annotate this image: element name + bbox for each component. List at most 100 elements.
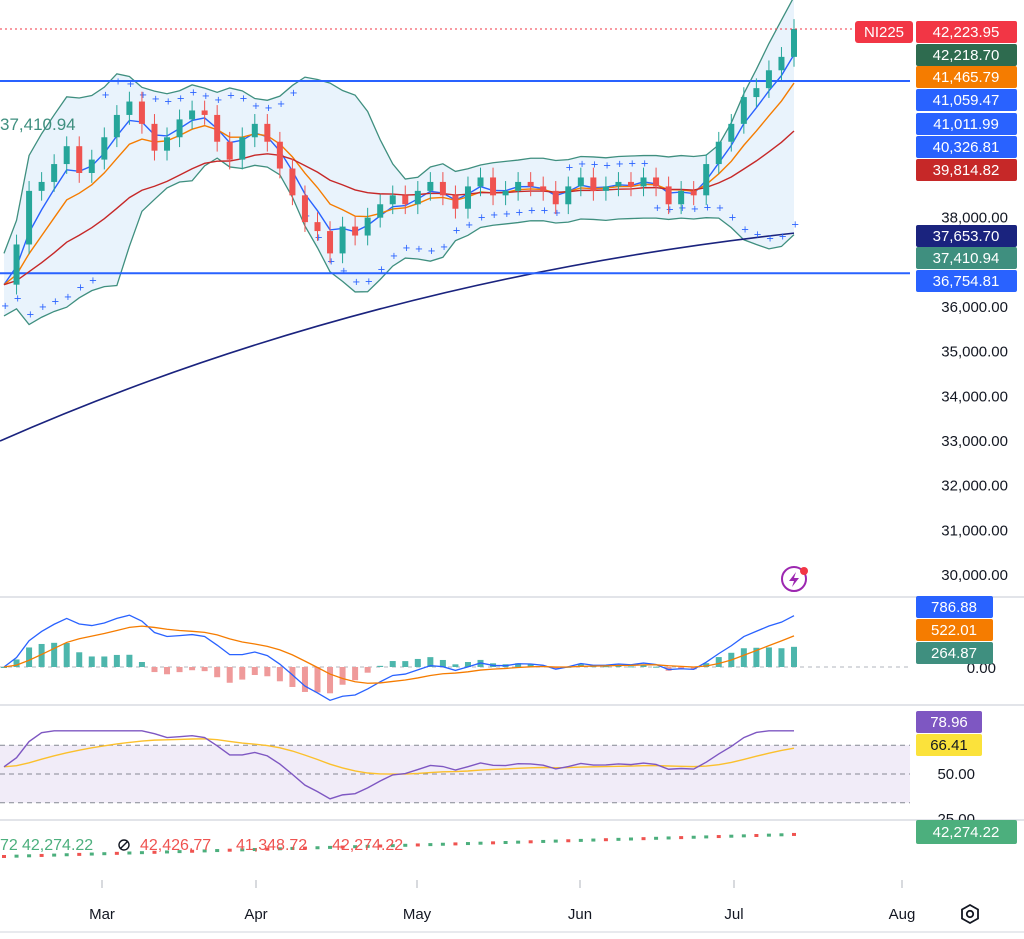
volume-mark — [628, 837, 633, 841]
volume-mark — [177, 850, 182, 854]
macd-hist-bar — [164, 667, 171, 675]
ohlc-legend: 72 42,274.22 42,426.77 41,348.72 42,274.… — [0, 837, 403, 854]
sar-dot: + — [503, 209, 511, 220]
candle-body — [201, 110, 208, 115]
macd-hist-bar — [176, 667, 183, 673]
macd-hist-bar — [151, 667, 158, 673]
macd-hist-bar — [552, 667, 559, 670]
candle-body — [439, 181, 446, 196]
time-axis: Mar Apr May Jun Jul Aug — [89, 880, 915, 923]
price-badge-text: 41,465.79 — [933, 69, 1000, 86]
volume-mark — [215, 849, 220, 853]
candle-body — [653, 177, 660, 187]
volume-mark — [553, 839, 558, 843]
lightning-icon[interactable] — [781, 566, 808, 592]
sar-dot: + — [402, 243, 410, 254]
volume-mark — [541, 839, 546, 843]
volume-mark — [516, 840, 521, 844]
candle-body — [101, 137, 108, 160]
macd-hist-bar — [577, 664, 584, 667]
macd-tick-label: 0.00 — [967, 660, 996, 677]
sar-dot: + — [553, 208, 561, 219]
sar-dot: + — [490, 210, 498, 221]
macd-badge-bg — [916, 642, 993, 664]
volume-mark — [403, 843, 408, 847]
sar-dot: + — [289, 88, 297, 99]
candle-body — [402, 195, 409, 205]
volume-mark — [227, 848, 232, 852]
price-badge-bg — [916, 225, 1017, 247]
macd-hist-bar — [38, 643, 45, 667]
volume-mark — [2, 855, 6, 858]
candle-body — [13, 244, 20, 285]
candle-body — [226, 141, 233, 160]
sar-dot: + — [114, 77, 122, 88]
macd-signal-line — [3, 625, 795, 684]
candle-body — [314, 222, 321, 232]
candle-body — [251, 123, 258, 138]
candle-body — [715, 141, 722, 165]
macd-hist-bar — [640, 665, 647, 667]
candle-body — [678, 190, 685, 205]
price-badge-text: 39,814.82 — [933, 162, 1000, 179]
macd-hist-bar — [63, 642, 70, 667]
candles — [13, 19, 797, 295]
sar-dot: + — [101, 90, 109, 101]
volume-pane: 42,274.22 — [2, 820, 1017, 858]
sar-dot: + — [478, 212, 486, 223]
rsi-badge-text: 78.96 — [930, 714, 968, 731]
volume-mark — [290, 846, 295, 850]
sar-dot: + — [390, 251, 398, 262]
price-tick-label: 32,000.00 — [941, 478, 1008, 495]
volume-mark — [165, 850, 170, 854]
sar-dot: + — [39, 302, 47, 313]
candle-body — [76, 146, 83, 173]
candle-body — [502, 190, 509, 196]
price-tick-label: 38,000.00 — [941, 210, 1008, 227]
candle-body — [138, 101, 145, 124]
volume-mark — [503, 841, 508, 844]
price-badge-bg — [916, 159, 1017, 181]
candle-body — [377, 204, 384, 218]
volume-mark — [390, 844, 395, 848]
candle-body — [301, 195, 308, 223]
price-badge-bg — [916, 66, 1017, 88]
sar-dot: + — [615, 159, 623, 170]
settings-gear-icon[interactable] — [961, 903, 979, 925]
parabolic-sar: + + + + + + + + + + + + + + + + + + + + + + + + + + + + + + + + + + + + + + + +… — [1, 77, 799, 321]
macd-hist-bar — [138, 662, 145, 667]
time-tick-label: Jul — [724, 906, 743, 923]
candle-body — [577, 177, 584, 187]
sar-dot: + — [51, 296, 59, 307]
sar-dot: + — [666, 204, 674, 215]
volume-mark — [114, 851, 119, 855]
macd-hist-bar — [239, 667, 246, 680]
candle-body — [753, 88, 760, 98]
volume-mark — [491, 841, 496, 845]
sar-dot: + — [239, 94, 247, 105]
ohlc-value-b: 42,426.77 — [140, 837, 211, 854]
price-badge-bg — [916, 270, 1017, 292]
macd-hist-bar — [653, 666, 660, 668]
macd-hist-bar — [615, 665, 622, 667]
sar-dot: + — [264, 103, 272, 114]
sar-dot: + — [89, 275, 97, 286]
volume-mark — [440, 842, 445, 846]
sar-dot: + — [189, 88, 197, 99]
volume-mark — [741, 834, 746, 838]
candle-body — [113, 114, 120, 138]
price-badge-text: 42,218.70 — [933, 47, 1000, 64]
volume-mark — [265, 847, 270, 851]
candle-body — [289, 168, 296, 196]
sar-dot: + — [578, 159, 586, 170]
candle-body — [364, 217, 371, 236]
macd-hist-bar — [778, 648, 785, 667]
macd-hist-bar — [464, 662, 471, 667]
volume-mark — [277, 847, 282, 851]
volume-mark — [365, 844, 370, 848]
sar-dot: + — [427, 246, 435, 257]
volume-mark — [578, 838, 583, 842]
sar-dot: + — [227, 91, 235, 102]
sar-dot: + — [603, 161, 611, 172]
